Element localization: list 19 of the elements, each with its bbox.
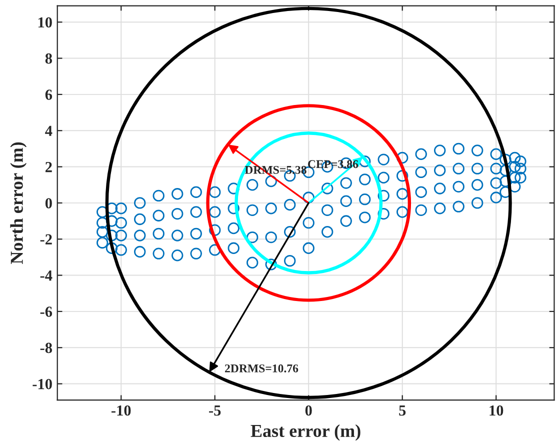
y-tick-label: -8 (40, 342, 52, 354)
x-axis-title: East error (m) (250, 424, 360, 441)
y-tick-label: 8 (45, 53, 52, 64)
y-tick-label: 0 (45, 198, 52, 208)
y-tick-label: -4 (40, 270, 52, 281)
x-tick-label: 5 (399, 406, 406, 416)
y-tick-label: -10 (32, 378, 52, 390)
y-tick-label: 6 (45, 90, 52, 100)
y-tick-label: -2 (40, 234, 52, 244)
annotation: 2DRMS=10.76 (225, 364, 298, 372)
y-axis-title: North error (m) (10, 142, 27, 264)
x-tick-label: 0 (305, 405, 312, 416)
y-tick-label: -6 (40, 306, 52, 317)
y-tick-label: 10 (38, 17, 52, 28)
y-tick-label: 4 (45, 126, 52, 136)
x-tick-label: -10 (111, 405, 131, 416)
x-tick-label: 10 (490, 405, 504, 416)
y-tick-label: 2 (46, 162, 52, 172)
x-tick-label: -5 (209, 406, 221, 416)
